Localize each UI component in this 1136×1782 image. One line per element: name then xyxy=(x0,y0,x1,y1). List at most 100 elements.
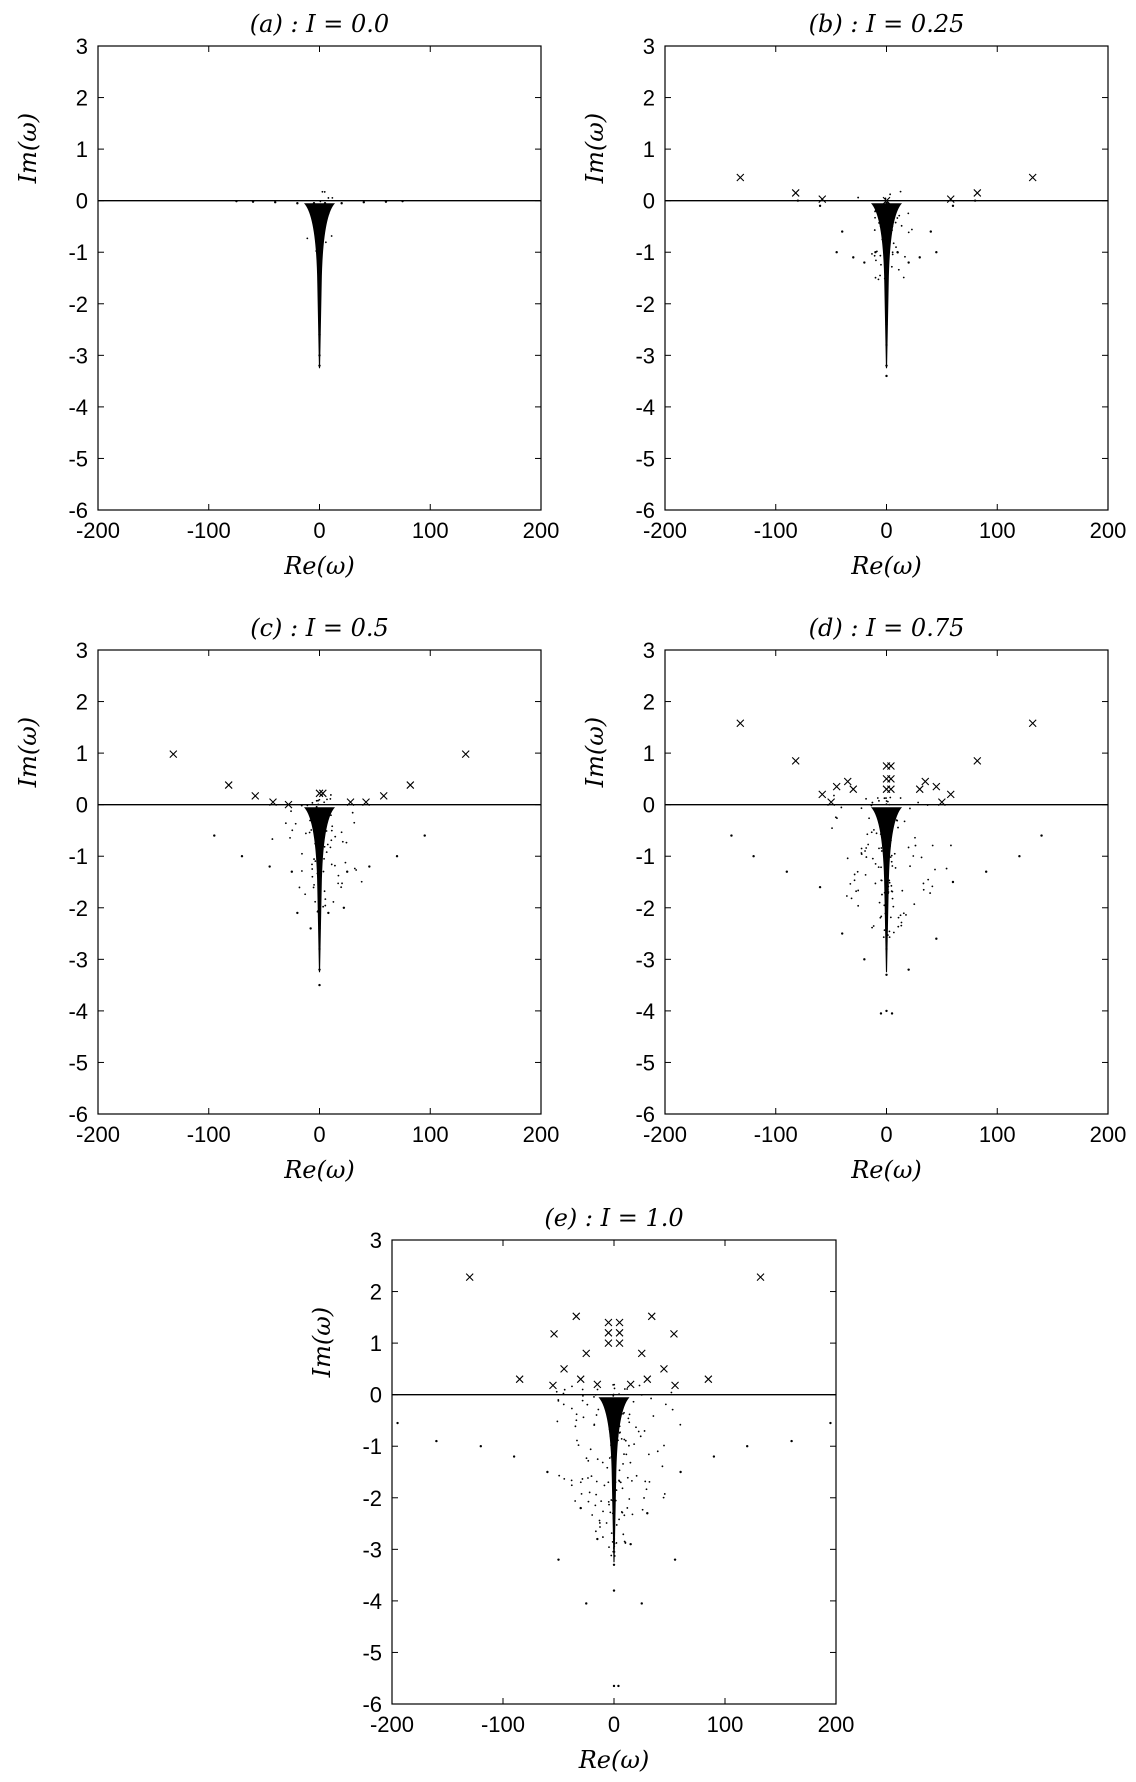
eigenvalue-point xyxy=(897,268,900,271)
eigenvalue-point xyxy=(635,1474,638,1477)
unstable-mode-marker xyxy=(604,1339,613,1347)
eigenvalue-point xyxy=(423,834,426,837)
eigenvalue-point xyxy=(351,811,354,814)
eigenvalue-point xyxy=(613,1463,616,1466)
x-tick-label: -200 xyxy=(643,518,687,543)
eigenvalue-point xyxy=(587,1477,589,1479)
unstable-mode-marker xyxy=(637,1349,646,1358)
eigenvalue-point xyxy=(562,1403,565,1406)
eigenvalue-point xyxy=(612,1684,616,1688)
eigenvalue-point xyxy=(885,797,887,799)
eigenvalue-point xyxy=(885,374,888,378)
eigenvalue-point xyxy=(619,1431,621,1434)
eigenvalue-point xyxy=(316,910,319,913)
eigenvalue-point xyxy=(479,1445,482,1448)
eigenvalue-point xyxy=(888,803,891,806)
y-tick-label: -4 xyxy=(362,1589,382,1614)
eigenvalue-point xyxy=(888,238,891,241)
unstable-mode-marker xyxy=(318,789,327,798)
y-tick-label: -3 xyxy=(68,947,88,972)
eigenvalue-point xyxy=(570,1484,573,1487)
eigenvalue-point xyxy=(558,1474,561,1477)
unstable-mode-marker xyxy=(615,1339,624,1347)
unstable-mode-marker xyxy=(582,1349,591,1358)
unstable-mode-marker xyxy=(937,798,946,806)
eigenvalue-point xyxy=(593,1395,595,1398)
unstable-mode-marker xyxy=(461,750,470,759)
eigenvalue-point xyxy=(318,885,321,889)
eigenvalue-point xyxy=(889,839,892,842)
eigenvalue-point xyxy=(616,1434,619,1438)
eigenvalue-point xyxy=(327,212,330,215)
unstable-mode-marker xyxy=(832,782,841,791)
eigenvalue-point xyxy=(879,1012,883,1015)
eigenvalue-point xyxy=(911,228,913,231)
eigenvalue-point xyxy=(585,1457,588,1460)
eigenvalue-point xyxy=(322,814,324,817)
eigenvalue-point xyxy=(327,911,330,915)
eigenvalue-point xyxy=(345,870,349,873)
eigenvalue-point xyxy=(320,826,323,829)
eigenvalue-point xyxy=(628,1413,631,1416)
eigenvalue-point xyxy=(874,862,877,865)
eigenvalue-point xyxy=(874,216,876,219)
eigenvalue-point xyxy=(314,204,318,208)
eigenvalue-point xyxy=(632,1400,635,1403)
eigenvalue-point xyxy=(329,203,332,206)
eigenvalue-point xyxy=(600,1500,603,1503)
eigenvalue-point xyxy=(311,868,314,870)
unstable-mode-marker xyxy=(671,1381,679,1390)
eigenvalue-point xyxy=(317,879,320,882)
eigenvalue-point xyxy=(865,847,868,849)
eigenvalue-point xyxy=(876,797,879,799)
unstable-mode-marker xyxy=(791,189,800,197)
eigenvalue-point xyxy=(290,810,292,813)
eigenvalue-point xyxy=(331,196,334,199)
eigenvalue-point xyxy=(951,204,955,208)
x-tick-label: 200 xyxy=(818,1712,855,1737)
y-tick-label: 3 xyxy=(643,34,655,59)
eigenvalue-point xyxy=(648,1481,651,1483)
eigenvalue-point xyxy=(902,276,905,279)
eigenvalue-point xyxy=(330,235,333,237)
eigenvalue-point xyxy=(395,855,399,858)
eigenvalue-point xyxy=(885,865,888,868)
dense-eigenvalue-cloud xyxy=(598,1397,630,1563)
eigenvalue-point xyxy=(885,800,888,802)
eigenvalue-point xyxy=(317,856,319,859)
eigenvalue-point xyxy=(588,1491,591,1494)
eigenvalue-point xyxy=(622,1463,624,1465)
unstable-mode-marker xyxy=(736,719,745,728)
eigenvalue-point xyxy=(885,885,888,889)
eigenvalue-point xyxy=(907,231,910,234)
eigenvalue-point xyxy=(341,882,343,885)
eigenvalue-point xyxy=(315,799,318,802)
eigenvalue-point xyxy=(629,1461,632,1464)
eigenvalue-point xyxy=(586,1403,589,1406)
eigenvalue-point xyxy=(316,832,319,834)
unstable-mode-marker xyxy=(791,756,800,765)
eigenvalue-point xyxy=(319,223,322,226)
unstable-mode-marker xyxy=(827,798,836,806)
eigenvalue-point xyxy=(318,237,321,240)
eigenvalue-point xyxy=(612,1589,616,1592)
eigenvalue-point xyxy=(885,939,888,942)
eigenvalue-point xyxy=(834,816,837,819)
eigenvalue-point xyxy=(934,868,936,871)
eigenvalue-point xyxy=(316,224,319,227)
unstable-mode-marker xyxy=(647,1312,656,1321)
eigenvalue-point xyxy=(318,364,321,367)
panel-title: (a) : I = 0.0 xyxy=(250,10,389,38)
eigenvalue-point xyxy=(318,812,321,815)
eigenvalue-point xyxy=(607,1416,610,1418)
eigenvalue-point xyxy=(885,903,888,906)
unstable-mode-marker xyxy=(284,800,293,809)
eigenvalue-point xyxy=(850,897,853,900)
eigenvalue-point xyxy=(889,193,892,196)
eigenvalue-point xyxy=(888,936,891,939)
y-tick-label: 1 xyxy=(643,137,655,162)
eigenvalue-point xyxy=(595,1480,598,1483)
eigenvalue-point xyxy=(852,256,855,259)
eigenvalue-point xyxy=(885,1009,888,1013)
eigenvalue-point xyxy=(316,214,319,218)
